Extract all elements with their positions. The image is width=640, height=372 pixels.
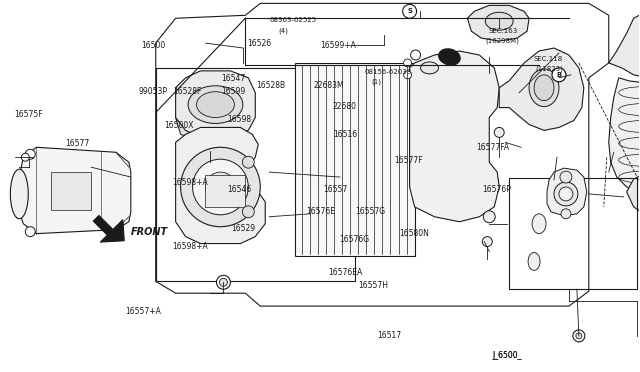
Text: 16598+A: 16598+A bbox=[172, 178, 208, 187]
Text: 16577FA: 16577FA bbox=[476, 143, 509, 152]
Circle shape bbox=[573, 330, 585, 342]
Polygon shape bbox=[175, 103, 245, 144]
Text: 16598+A: 16598+A bbox=[172, 243, 208, 251]
Text: 16576G: 16576G bbox=[339, 235, 369, 244]
Ellipse shape bbox=[534, 75, 554, 101]
Text: 16580N: 16580N bbox=[399, 230, 429, 238]
Text: 16557H: 16557H bbox=[358, 281, 388, 290]
Text: 16599: 16599 bbox=[221, 87, 246, 96]
Text: S: S bbox=[407, 8, 412, 14]
Text: 16516: 16516 bbox=[333, 130, 357, 139]
Circle shape bbox=[26, 227, 35, 237]
Polygon shape bbox=[609, 78, 640, 192]
Circle shape bbox=[552, 68, 566, 82]
Polygon shape bbox=[175, 128, 265, 244]
Circle shape bbox=[411, 50, 420, 60]
Text: 16528F: 16528F bbox=[173, 87, 202, 96]
Text: 08363-62525: 08363-62525 bbox=[269, 17, 316, 23]
Circle shape bbox=[494, 128, 504, 137]
Text: 16577: 16577 bbox=[65, 139, 90, 148]
Text: J_6500_: J_6500_ bbox=[492, 351, 522, 360]
Bar bbox=[509, 178, 637, 289]
Text: 16500X: 16500X bbox=[164, 121, 193, 129]
Circle shape bbox=[560, 171, 572, 183]
Text: J_6500_: J_6500_ bbox=[492, 351, 522, 360]
Text: (4): (4) bbox=[278, 28, 289, 34]
Text: 16526: 16526 bbox=[246, 39, 271, 48]
Text: 16598: 16598 bbox=[228, 115, 252, 124]
Polygon shape bbox=[93, 215, 124, 242]
Bar bbox=[156, 68, 355, 281]
Circle shape bbox=[403, 4, 417, 18]
Circle shape bbox=[205, 172, 236, 202]
Circle shape bbox=[483, 211, 495, 223]
Polygon shape bbox=[175, 71, 255, 137]
Circle shape bbox=[243, 156, 254, 168]
Text: 16557G: 16557G bbox=[355, 207, 385, 217]
Circle shape bbox=[554, 182, 578, 206]
Ellipse shape bbox=[485, 12, 513, 30]
Text: 16557: 16557 bbox=[323, 185, 348, 194]
Circle shape bbox=[404, 71, 412, 79]
Circle shape bbox=[243, 206, 254, 218]
Text: 16546: 16546 bbox=[228, 185, 252, 194]
Ellipse shape bbox=[532, 214, 546, 234]
Text: 16576P: 16576P bbox=[483, 185, 511, 194]
Polygon shape bbox=[19, 147, 131, 234]
Polygon shape bbox=[609, 11, 640, 78]
Text: B: B bbox=[556, 72, 561, 78]
Text: 16547: 16547 bbox=[221, 74, 246, 83]
Text: 16528B: 16528B bbox=[256, 81, 285, 90]
Bar bbox=[295, 63, 415, 256]
Text: 16529: 16529 bbox=[231, 224, 255, 233]
Polygon shape bbox=[499, 48, 584, 131]
Text: 16576EA: 16576EA bbox=[328, 268, 362, 277]
Polygon shape bbox=[627, 174, 640, 214]
Circle shape bbox=[561, 209, 571, 219]
Circle shape bbox=[193, 159, 248, 215]
Text: 16517: 16517 bbox=[378, 331, 401, 340]
Ellipse shape bbox=[196, 92, 234, 118]
Circle shape bbox=[216, 275, 230, 289]
Text: SEC.118: SEC.118 bbox=[534, 56, 563, 62]
Text: 16599+A: 16599+A bbox=[320, 41, 356, 50]
Text: 16577F: 16577F bbox=[394, 155, 423, 165]
Text: 16500: 16500 bbox=[141, 41, 166, 50]
Ellipse shape bbox=[420, 62, 438, 74]
Circle shape bbox=[26, 149, 35, 159]
Text: (11823): (11823) bbox=[536, 65, 563, 72]
Ellipse shape bbox=[438, 49, 460, 65]
Circle shape bbox=[559, 187, 573, 201]
Circle shape bbox=[220, 278, 227, 286]
Text: 22680: 22680 bbox=[333, 102, 356, 111]
Polygon shape bbox=[467, 5, 529, 41]
Text: SEC.163: SEC.163 bbox=[489, 28, 518, 34]
Ellipse shape bbox=[188, 86, 243, 124]
Text: 99053P: 99053P bbox=[138, 87, 168, 96]
Polygon shape bbox=[547, 168, 587, 216]
Text: 16575F: 16575F bbox=[14, 109, 43, 119]
Polygon shape bbox=[410, 51, 499, 222]
Text: FRONT: FRONT bbox=[131, 227, 168, 237]
Circle shape bbox=[404, 59, 412, 67]
Ellipse shape bbox=[10, 169, 28, 219]
Text: (1): (1) bbox=[371, 78, 381, 85]
Text: (16298M): (16298M) bbox=[486, 38, 520, 44]
Circle shape bbox=[483, 237, 492, 247]
Ellipse shape bbox=[528, 253, 540, 270]
Circle shape bbox=[180, 147, 260, 227]
Text: 16576E: 16576E bbox=[306, 207, 335, 217]
Bar bbox=[205, 175, 245, 207]
Text: 08156-62033: 08156-62033 bbox=[365, 68, 412, 74]
Text: 16557+A: 16557+A bbox=[125, 307, 161, 316]
Circle shape bbox=[207, 143, 214, 151]
Circle shape bbox=[21, 153, 29, 161]
Text: 22683M: 22683M bbox=[314, 81, 344, 90]
Circle shape bbox=[576, 333, 582, 339]
Ellipse shape bbox=[529, 69, 559, 107]
Bar bbox=[51, 172, 91, 210]
